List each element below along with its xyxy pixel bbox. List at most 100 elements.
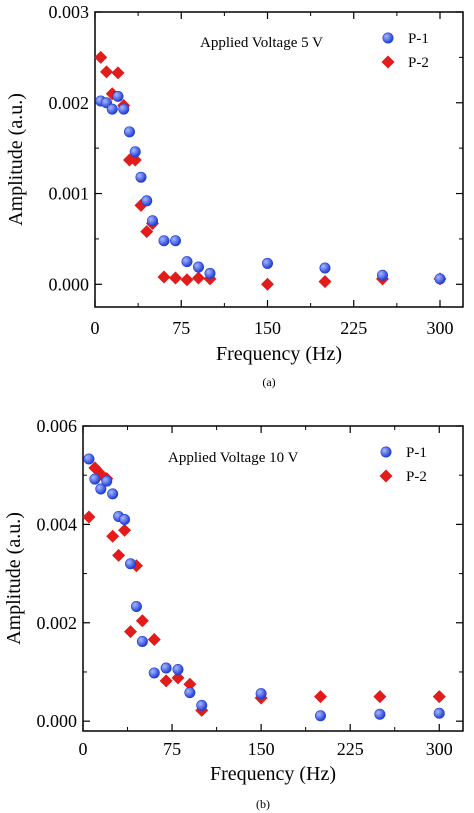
legend-sphere <box>382 32 394 44</box>
data-point-p2 <box>100 65 113 79</box>
legend-sphere <box>380 446 392 458</box>
data-point-p1 <box>130 601 142 613</box>
data-point-p1 <box>172 664 184 676</box>
data-point-p1 <box>158 235 170 247</box>
data-point-p1 <box>434 273 446 285</box>
chart-panel-b: 0.000 0.002 0.004 0.006 0 75 150 225 300 Applie… <box>3 416 464 811</box>
data-point-p1 <box>196 699 208 711</box>
data-point-p1 <box>181 256 193 268</box>
data-point-p2 <box>135 614 149 628</box>
data-point-p2 <box>128 153 142 167</box>
data-point-p2 <box>373 690 387 704</box>
x-tick-label: 0 <box>79 739 88 759</box>
data-point-p1 <box>261 257 273 269</box>
data-point-p1 <box>314 710 326 722</box>
data-point-p2 <box>124 625 137 639</box>
data-point-p1 <box>112 90 124 102</box>
legend-label-p1: P-1 <box>406 445 427 461</box>
data-points <box>94 50 447 291</box>
legend-marker-p1 <box>382 32 394 44</box>
x-tick-label: 225 <box>337 739 364 759</box>
x-tick-label: 150 <box>254 318 281 338</box>
legend-marker-p2 <box>379 469 393 483</box>
legend-marker-p1 <box>380 446 392 458</box>
data-point-p2 <box>171 671 185 685</box>
data-point-p2 <box>106 529 120 543</box>
x-axis-title: Frequency (Hz) <box>216 343 342 365</box>
data-point-p1 <box>255 688 267 700</box>
data-point-p1 <box>319 262 331 274</box>
data-point-p1 <box>107 488 119 500</box>
data-point-p1 <box>184 687 196 699</box>
data-point-p2 <box>112 548 126 562</box>
voltage-annotation: Applied Voltage 5 V <box>200 35 323 51</box>
data-point-p2 <box>111 66 125 80</box>
y-tick-label: 0.001 <box>49 184 90 204</box>
data-point-p2 <box>94 50 108 64</box>
data-point-p2 <box>180 273 194 287</box>
plot-frame <box>82 425 464 732</box>
y-tick-label: 0.003 <box>49 2 90 22</box>
data-point-p1 <box>101 475 113 487</box>
data-point-p2 <box>157 270 171 284</box>
data-point-p2 <box>314 690 327 704</box>
plot-frame <box>94 11 464 308</box>
data-point-p1 <box>204 267 216 279</box>
data-point-p2 <box>147 633 161 646</box>
legend-label-p1: P-1 <box>408 31 429 47</box>
x-tick-label: 300 <box>426 739 453 759</box>
data-point-p1 <box>118 103 130 115</box>
data-point-p1 <box>95 483 107 495</box>
data-point-p1 <box>433 707 445 719</box>
legend-label-p2: P-2 <box>408 55 429 71</box>
y-tick-label: 0.002 <box>37 613 78 633</box>
legend-marker-p2 <box>381 55 395 69</box>
data-point-p2 <box>159 674 173 688</box>
data-point-p2 <box>183 677 197 691</box>
data-point-p2 <box>192 271 205 285</box>
data-point-p1 <box>160 662 172 674</box>
x-tick-labels: 0 75 150 225 300 <box>79 739 453 759</box>
y-tick-label: 0.006 <box>37 416 78 436</box>
data-point-p2 <box>140 225 154 239</box>
x-tick-label: 150 <box>248 739 275 759</box>
x-tick-label: 75 <box>163 739 181 759</box>
legend-diamond <box>379 469 393 483</box>
y-axis-title: Amplitude (a.u.) <box>5 93 27 226</box>
legend-diamond <box>381 55 395 69</box>
data-point-p2 <box>82 510 96 524</box>
data-point-p1 <box>89 473 101 485</box>
data-point-p2 <box>432 690 446 704</box>
data-point-p1 <box>135 171 147 183</box>
data-point-p1 <box>193 261 205 273</box>
x-tick-label: 225 <box>340 318 367 338</box>
data-point-p1 <box>148 667 160 679</box>
data-point-p1 <box>83 453 95 465</box>
x-axis-title: Frequency (Hz) <box>210 763 336 785</box>
data-point-p2 <box>318 275 332 289</box>
y-axis-title: Amplitude (a.u.) <box>3 512 25 645</box>
axis-ticks <box>82 425 463 731</box>
legend-label-p2: P-2 <box>406 469 427 485</box>
y-tick-label: 0.000 <box>37 711 78 731</box>
data-points <box>82 453 446 722</box>
data-point-p1 <box>129 146 141 158</box>
y-tick-label: 0.000 <box>49 274 90 294</box>
x-tick-label: 75 <box>172 318 190 338</box>
data-point-p1 <box>374 708 386 720</box>
data-point-p2 <box>169 271 182 285</box>
chart-panel-a: 0.000 0.001 0.002 0.003 0 75 150 225 300 Applie… <box>5 2 464 389</box>
x-tick-label: 300 <box>427 318 454 338</box>
voltage-annotation: Applied Voltage 10 V <box>168 450 299 466</box>
x-tick-labels: 0 75 150 225 300 <box>91 318 454 338</box>
y-tick-label: 0.004 <box>37 514 78 534</box>
y-tick-labels: 0.000 0.001 0.002 0.003 <box>49 2 90 294</box>
data-point-p1 <box>376 269 388 281</box>
legend: P-1 P-2 <box>381 31 429 71</box>
data-point-p2 <box>261 277 274 291</box>
data-point-p1 <box>119 513 131 525</box>
y-tick-label: 0.002 <box>49 93 90 113</box>
axis-ticks <box>94 11 463 307</box>
data-point-p1 <box>170 235 182 247</box>
